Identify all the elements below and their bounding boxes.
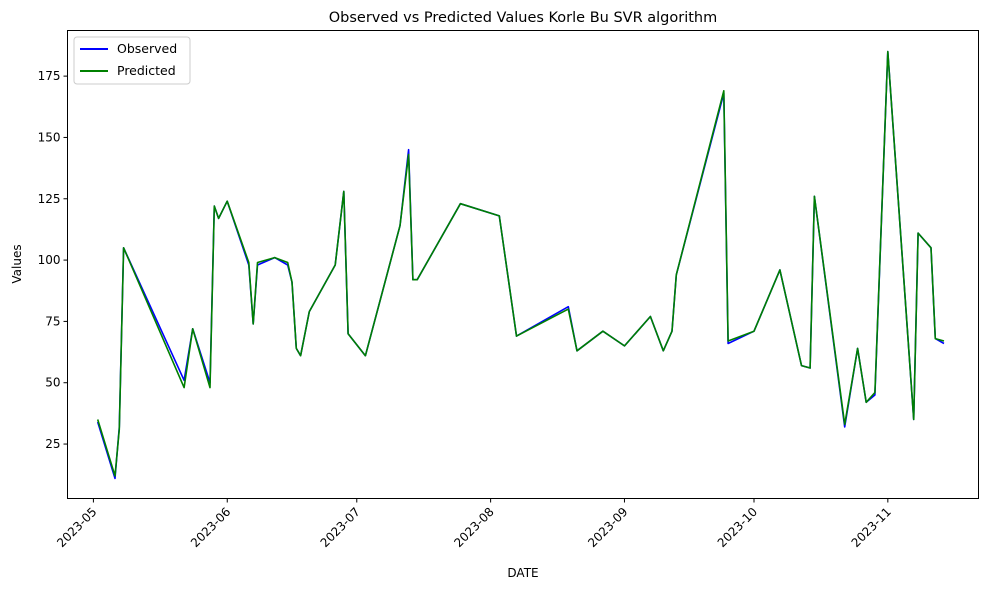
chart-title: Observed vs Predicted Values Korle Bu SV… bbox=[329, 10, 717, 26]
legend: Observed Predicted bbox=[73, 36, 191, 85]
y-tick-label: 150 bbox=[38, 130, 61, 144]
y-tick-label: 125 bbox=[38, 192, 61, 206]
y-tick-label: 75 bbox=[45, 314, 60, 328]
series-layer bbox=[96, 50, 945, 480]
x-axis-label: DATE bbox=[507, 566, 538, 580]
y-tick-label: 25 bbox=[45, 437, 60, 451]
plot-frame bbox=[67, 30, 979, 499]
y-tick-label: 50 bbox=[45, 376, 60, 390]
legend-label-predicted: Predicted bbox=[117, 63, 176, 78]
y-tick-label: 100 bbox=[38, 253, 61, 267]
series-line-predicted bbox=[96, 50, 945, 477]
y-tick-label: 175 bbox=[38, 69, 61, 83]
legend-label-observed: Observed bbox=[117, 41, 177, 56]
y-axis: 25 50 75 100 125 150 175 bbox=[38, 69, 68, 451]
y-axis-label: Values bbox=[10, 244, 24, 283]
